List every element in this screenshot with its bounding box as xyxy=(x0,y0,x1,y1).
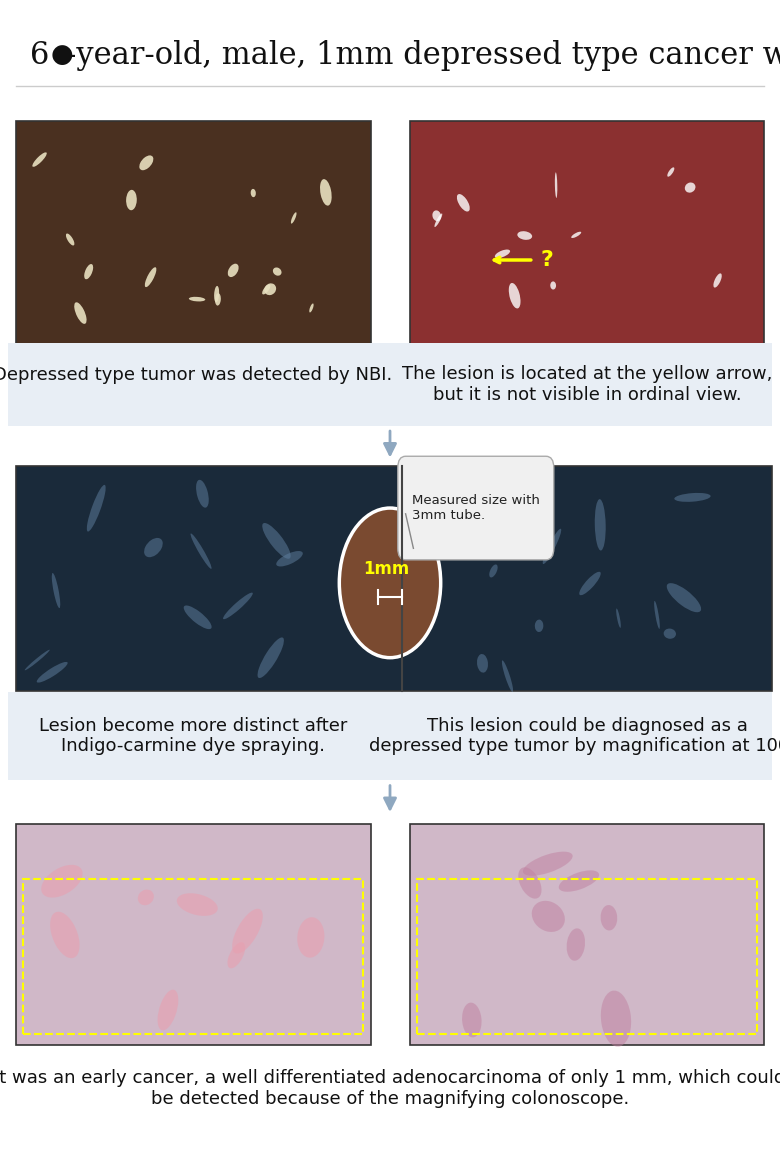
Ellipse shape xyxy=(87,485,105,532)
Ellipse shape xyxy=(228,264,239,277)
Circle shape xyxy=(339,508,441,657)
Ellipse shape xyxy=(517,231,532,239)
Ellipse shape xyxy=(601,991,631,1046)
Ellipse shape xyxy=(495,250,510,258)
Ellipse shape xyxy=(685,183,696,192)
Ellipse shape xyxy=(297,917,324,958)
Ellipse shape xyxy=(291,212,296,223)
Ellipse shape xyxy=(190,533,211,569)
Ellipse shape xyxy=(51,573,60,608)
Ellipse shape xyxy=(126,190,136,211)
Ellipse shape xyxy=(84,264,93,280)
Ellipse shape xyxy=(523,852,573,876)
Ellipse shape xyxy=(477,654,488,672)
Ellipse shape xyxy=(457,195,470,212)
Ellipse shape xyxy=(668,167,675,177)
Ellipse shape xyxy=(532,901,565,932)
Text: 6: 6 xyxy=(30,40,49,70)
Ellipse shape xyxy=(654,601,660,628)
Ellipse shape xyxy=(273,267,282,276)
Ellipse shape xyxy=(214,285,219,303)
Ellipse shape xyxy=(502,661,513,692)
Ellipse shape xyxy=(462,1003,481,1037)
Bar xyxy=(417,879,757,1034)
Ellipse shape xyxy=(276,551,303,566)
FancyBboxPatch shape xyxy=(410,121,764,345)
Text: 1mm: 1mm xyxy=(363,561,410,578)
Ellipse shape xyxy=(223,593,253,619)
Ellipse shape xyxy=(37,662,68,683)
Text: This lesion could be diagnosed as a
depressed type tumor by magnification at 100: This lesion could be diagnosed as a depr… xyxy=(369,717,780,755)
Ellipse shape xyxy=(50,912,80,958)
Ellipse shape xyxy=(215,294,221,305)
Text: Measured size with
3mm tube.: Measured size with 3mm tube. xyxy=(412,494,540,523)
Ellipse shape xyxy=(25,649,50,670)
Text: Depressed type tumor was detected by NBI.: Depressed type tumor was detected by NBI… xyxy=(0,366,392,384)
Ellipse shape xyxy=(616,609,621,627)
Ellipse shape xyxy=(372,513,395,541)
FancyBboxPatch shape xyxy=(8,343,772,426)
Ellipse shape xyxy=(486,510,505,536)
Ellipse shape xyxy=(558,870,599,892)
Text: The lesion is located at the yellow arrow,
but it is not visible in ordinal view: The lesion is located at the yellow arro… xyxy=(402,365,772,404)
FancyBboxPatch shape xyxy=(16,121,370,345)
Ellipse shape xyxy=(158,990,179,1030)
Ellipse shape xyxy=(566,929,585,961)
Ellipse shape xyxy=(432,211,441,221)
Ellipse shape xyxy=(408,531,426,564)
Ellipse shape xyxy=(184,605,211,630)
Ellipse shape xyxy=(409,493,437,509)
Text: ●: ● xyxy=(51,41,73,67)
Ellipse shape xyxy=(509,283,520,308)
FancyBboxPatch shape xyxy=(16,824,370,1045)
Ellipse shape xyxy=(232,908,263,953)
Ellipse shape xyxy=(714,273,722,288)
Ellipse shape xyxy=(601,905,617,930)
Text: -year-old, male, 1mm depressed type cancer was detected by NBI.: -year-old, male, 1mm depressed type canc… xyxy=(66,40,780,70)
Ellipse shape xyxy=(550,281,556,290)
Ellipse shape xyxy=(535,619,544,632)
FancyBboxPatch shape xyxy=(16,466,772,691)
Ellipse shape xyxy=(518,868,541,899)
Text: Lesion become more distinct after
Indigo-carmine dye spraying.: Lesion become more distinct after Indigo… xyxy=(39,717,347,755)
Ellipse shape xyxy=(177,893,218,916)
Ellipse shape xyxy=(196,480,209,508)
FancyBboxPatch shape xyxy=(410,824,764,1045)
Ellipse shape xyxy=(555,173,558,198)
Ellipse shape xyxy=(489,564,498,578)
FancyBboxPatch shape xyxy=(398,456,554,559)
Ellipse shape xyxy=(667,584,701,612)
Ellipse shape xyxy=(543,528,562,564)
Ellipse shape xyxy=(32,152,47,167)
Ellipse shape xyxy=(664,628,676,639)
FancyBboxPatch shape xyxy=(8,1050,772,1128)
Ellipse shape xyxy=(434,213,442,227)
Text: ?: ? xyxy=(541,250,554,270)
Ellipse shape xyxy=(41,864,83,898)
Ellipse shape xyxy=(138,890,154,906)
Ellipse shape xyxy=(144,538,163,557)
Ellipse shape xyxy=(262,284,271,295)
Ellipse shape xyxy=(264,283,276,295)
Ellipse shape xyxy=(189,297,205,302)
Ellipse shape xyxy=(140,155,154,170)
Ellipse shape xyxy=(228,943,245,968)
Ellipse shape xyxy=(66,234,74,245)
Ellipse shape xyxy=(257,638,284,678)
Ellipse shape xyxy=(310,304,314,312)
Ellipse shape xyxy=(250,189,256,197)
FancyBboxPatch shape xyxy=(8,692,772,780)
Ellipse shape xyxy=(320,180,331,206)
Ellipse shape xyxy=(391,526,406,539)
Ellipse shape xyxy=(458,485,470,496)
Bar xyxy=(23,879,363,1034)
Ellipse shape xyxy=(571,231,581,238)
Ellipse shape xyxy=(595,500,606,550)
Ellipse shape xyxy=(145,267,156,287)
Ellipse shape xyxy=(262,523,291,558)
Ellipse shape xyxy=(675,493,711,502)
Text: It was an early cancer, a well differentiated adenocarcinoma of only 1 mm, which: It was an early cancer, a well different… xyxy=(0,1069,780,1108)
Ellipse shape xyxy=(580,572,601,595)
Ellipse shape xyxy=(74,303,87,323)
